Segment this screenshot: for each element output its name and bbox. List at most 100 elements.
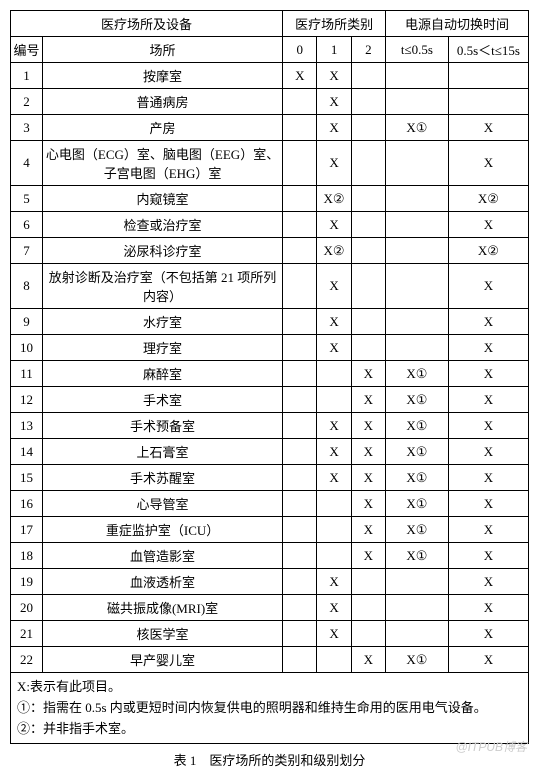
cell-t2: X [448,387,528,413]
cell-c0 [283,361,317,387]
cell-t1: X① [386,517,449,543]
cell-num: 8 [11,264,43,309]
cell-c2: X [351,361,385,387]
cell-num: 9 [11,309,43,335]
cell-t2: X [448,439,528,465]
cell-c1: X [317,212,351,238]
cell-t2 [448,63,528,89]
cell-c0 [283,309,317,335]
cell-num: 18 [11,543,43,569]
table-row: 17重症监护室（ICU）XX①X [11,517,529,543]
table-row: 14上石膏室XXX①X [11,439,529,465]
table-notes: X:表示有此项目。 ①：指需在 0.5s 内或更短时间内恢复供电的照明器和维持生… [10,673,529,744]
cell-c2: X [351,439,385,465]
cell-c1: X [317,141,351,186]
table-row: 21核医学室XX [11,621,529,647]
cell-c0 [283,647,317,673]
cell-t1 [386,141,449,186]
table-row: 22早产婴儿室XX①X [11,647,529,673]
header-place-equip: 医疗场所及设备 [11,11,283,37]
cell-place: 按摩室 [43,63,283,89]
table-caption: 表 1 医疗场所的类别和级别划分 [10,750,529,769]
cell-c2: X [351,517,385,543]
cell-t1: X① [386,465,449,491]
cell-c0 [283,115,317,141]
cell-place: 心电图（ECG）室、脑电图（EEG）室、子宫电图（EHG）室 [43,141,283,186]
cell-c1: X [317,465,351,491]
cell-num: 6 [11,212,43,238]
cell-c2 [351,141,385,186]
cell-t1: X① [386,543,449,569]
cell-place: 产房 [43,115,283,141]
cell-c1: X [317,264,351,309]
header-cat0: 0 [283,37,317,63]
header-t2: 0.5s＜t≤15s [448,37,528,63]
table-row: 4心电图（ECG）室、脑电图（EEG）室、子宫电图（EHG）室XX [11,141,529,186]
cell-place: 早产婴儿室 [43,647,283,673]
cell-c0 [283,543,317,569]
table-row: 11麻醉室XX①X [11,361,529,387]
cell-t2: X [448,595,528,621]
cell-c0 [283,439,317,465]
cell-c0 [283,89,317,115]
table-row: 8放射诊断及治疗室（不包括第 21 项所列内容）XX [11,264,529,309]
table-row: 20磁共振成像(MRI)室XX [11,595,529,621]
cell-c2: X [351,413,385,439]
table-row: 15手术苏醒室XXX①X [11,465,529,491]
cell-c1: X② [317,238,351,264]
cell-c0 [283,238,317,264]
cell-t2: X [448,491,528,517]
cell-place: 磁共振成像(MRI)室 [43,595,283,621]
header-category: 医疗场所类别 [283,11,386,37]
cell-place: 血液透析室 [43,569,283,595]
cell-c2 [351,595,385,621]
table-header: 医疗场所及设备 医疗场所类别 电源自动切换时间 编号 场所 0 1 2 t≤0.… [11,11,529,63]
cell-c2 [351,621,385,647]
cell-c1: X [317,569,351,595]
cell-t1: X① [386,413,449,439]
cell-t1: X① [386,115,449,141]
cell-c2: X [351,647,385,673]
cell-num: 3 [11,115,43,141]
cell-t2: X [448,569,528,595]
cell-num: 4 [11,141,43,186]
cell-place: 手术室 [43,387,283,413]
table-row: 5内窥镜室X②X② [11,186,529,212]
cell-t1 [386,335,449,361]
table-row: 3产房XX①X [11,115,529,141]
cell-t2: X② [448,238,528,264]
cell-num: 22 [11,647,43,673]
header-switch-time: 电源自动切换时间 [386,11,529,37]
cell-c2 [351,186,385,212]
cell-c2: X [351,543,385,569]
cell-t2: X [448,465,528,491]
table-row: 7泌尿科诊疗室X②X② [11,238,529,264]
cell-t2: X [448,543,528,569]
cell-t1 [386,569,449,595]
cell-c0 [283,517,317,543]
cell-place: 上石膏室 [43,439,283,465]
table-row: 10理疗室XX [11,335,529,361]
header-cat2: 2 [351,37,385,63]
cell-place: 核医学室 [43,621,283,647]
table-row: 2普通病房X [11,89,529,115]
cell-c1: X [317,595,351,621]
cell-num: 17 [11,517,43,543]
cell-c0 [283,595,317,621]
cell-c2 [351,89,385,115]
cell-place: 内窥镜室 [43,186,283,212]
cell-c1 [317,647,351,673]
cell-c0 [283,621,317,647]
cell-num: 1 [11,63,43,89]
cell-c1: X [317,621,351,647]
cell-c1 [317,517,351,543]
table-row: 12手术室XX①X [11,387,529,413]
cell-c2: X [351,387,385,413]
cell-c1 [317,361,351,387]
cell-t1: X① [386,439,449,465]
cell-c1: X [317,413,351,439]
table-row: 1按摩室XX [11,63,529,89]
cell-t1: X① [386,387,449,413]
cell-num: 21 [11,621,43,647]
cell-c0 [283,264,317,309]
